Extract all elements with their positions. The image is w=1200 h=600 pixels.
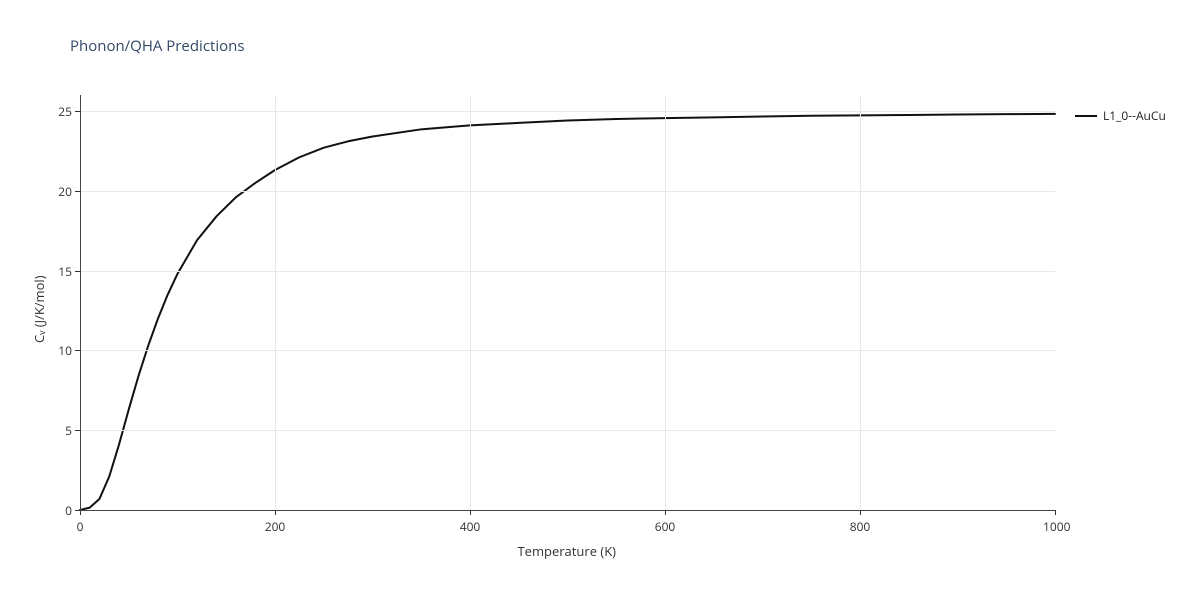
x-gridline — [665, 95, 666, 510]
x-tick-label: 1000 — [1043, 518, 1067, 535]
y-gridline — [80, 191, 1055, 192]
y-tick-label: 25 — [46, 103, 72, 120]
y-tick-label: 20 — [46, 183, 72, 200]
y-tick-label: 15 — [46, 263, 72, 280]
x-tick-label: 0 — [68, 518, 92, 535]
x-tick-label: 400 — [458, 518, 482, 535]
x-gridline — [860, 95, 861, 510]
x-tick — [1055, 510, 1056, 515]
x-gridline — [470, 95, 471, 510]
y-tick-label: 0 — [46, 502, 72, 519]
chart-container: Phonon/QHA Predictions Temperature (K) C… — [0, 0, 1200, 600]
y-tick-label: 10 — [46, 342, 72, 359]
x-gridline — [275, 95, 276, 510]
x-tick-label: 200 — [263, 518, 287, 535]
y-tick-label: 5 — [46, 422, 72, 439]
bottom-axis-line — [80, 510, 1055, 511]
y-axis-label: Cᵥ (J/K/mol) — [30, 275, 48, 343]
x-axis-label: Temperature (K) — [518, 542, 617, 560]
legend[interactable]: L1_0--AuCu — [1075, 107, 1166, 124]
y-gridline — [80, 430, 1055, 431]
x-tick-label: 800 — [848, 518, 872, 535]
y-gridline — [80, 111, 1055, 112]
legend-label: L1_0--AuCu — [1103, 107, 1166, 124]
left-axis-line — [80, 95, 81, 510]
y-gridline — [80, 350, 1055, 351]
series-line[interactable] — [80, 114, 1055, 510]
legend-line-icon — [1075, 115, 1097, 117]
x-tick-label: 600 — [653, 518, 677, 535]
y-gridline — [80, 271, 1055, 272]
